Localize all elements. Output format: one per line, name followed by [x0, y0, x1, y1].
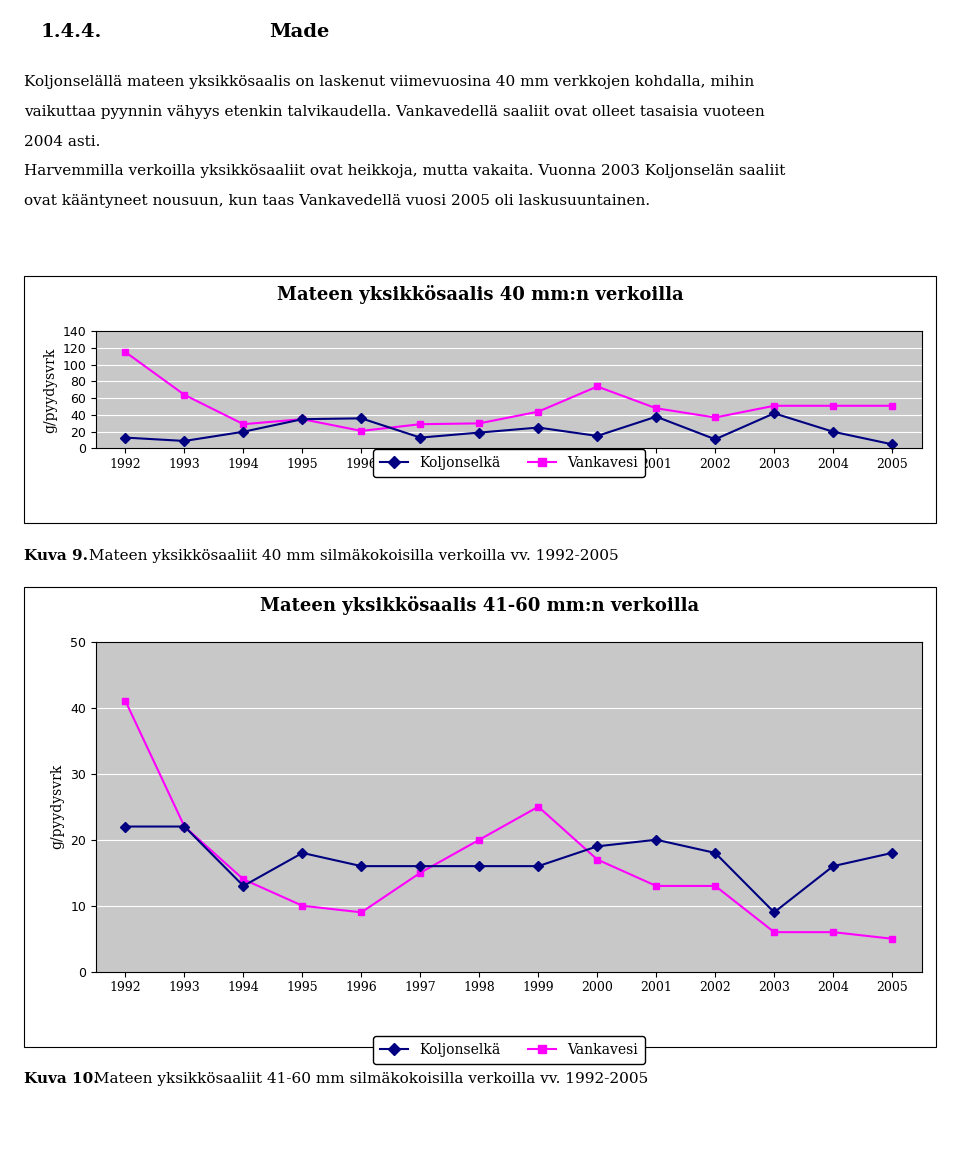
Text: 1.4.4.: 1.4.4. [40, 23, 102, 41]
Text: Made: Made [269, 23, 329, 41]
Text: vaikuttaa pyynnin vähyys etenkin talvikaudella. Vankavedellä saaliit ovat olleet: vaikuttaa pyynnin vähyys etenkin talvika… [24, 105, 765, 118]
Legend: Koljonselkä, Vankavesi: Koljonselkä, Vankavesi [373, 448, 644, 477]
Text: Mateen yksikkösaalis 41-60 mm:n verkoilla: Mateen yksikkösaalis 41-60 mm:n verkoill… [260, 596, 700, 615]
Text: Mateen yksikkösaalis 40 mm:n verkoilla: Mateen yksikkösaalis 40 mm:n verkoilla [276, 285, 684, 305]
Text: ovat kääntyneet nousuun, kun taas Vankavedellä vuosi 2005 oli laskusuuntainen.: ovat kääntyneet nousuun, kun taas Vankav… [24, 194, 650, 208]
Text: Mateen yksikkösaaliit 40 mm silmäkokoisilla verkoilla vv. 1992-2005: Mateen yksikkösaaliit 40 mm silmäkokoisi… [84, 549, 618, 562]
Y-axis label: g/pyydysvrk: g/pyydysvrk [51, 764, 64, 850]
Text: 2004 asti.: 2004 asti. [24, 135, 101, 148]
Legend: Koljonselkä, Vankavesi: Koljonselkä, Vankavesi [373, 1036, 644, 1064]
Y-axis label: g/pyydysvrk: g/pyydysvrk [43, 347, 57, 432]
Text: Koljonselällä mateen yksikkösaalis on laskenut viimevuosina 40 mm verkkojen kohd: Koljonselällä mateen yksikkösaalis on la… [24, 75, 755, 89]
Text: Kuva 10.: Kuva 10. [24, 1072, 99, 1086]
Text: Mateen yksikkösaaliit 41-60 mm silmäkokoisilla verkoilla vv. 1992-2005: Mateen yksikkösaaliit 41-60 mm silmäkoko… [89, 1072, 649, 1086]
Text: Harvemmilla verkoilla yksikkösaaliit ovat heikkoja, mutta vakaita. Vuonna 2003 K: Harvemmilla verkoilla yksikkösaaliit ova… [24, 164, 785, 178]
Text: Kuva 9.: Kuva 9. [24, 549, 88, 562]
